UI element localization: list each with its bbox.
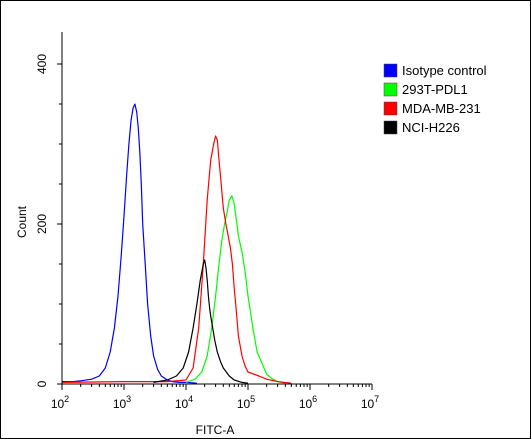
x-tick-exponent: 6 bbox=[312, 394, 317, 404]
x-tick-exponent: 7 bbox=[374, 394, 379, 404]
series-line-1 bbox=[62, 103, 197, 384]
x-tick-exponent: 5 bbox=[250, 394, 255, 404]
x-tick-exponent: 2 bbox=[64, 394, 69, 404]
x-tick-label: 105 bbox=[237, 394, 255, 411]
y-tick-label: 200 bbox=[35, 214, 49, 234]
y-tick-label: 0 bbox=[35, 380, 49, 387]
legend-label-3: MDA-MB-231 bbox=[402, 101, 481, 116]
x-tick-label: 106 bbox=[299, 394, 317, 411]
x-tick-label: 107 bbox=[361, 394, 379, 411]
x-tick-label: 104 bbox=[175, 394, 193, 411]
legend: Isotype control 293T-PDL1 MDA-MB-231 NCI-H2… bbox=[383, 63, 487, 135]
y-tick-label: 400 bbox=[35, 54, 49, 74]
series-line-2 bbox=[185, 195, 286, 384]
x-tick-exponent: 3 bbox=[126, 394, 131, 404]
series-line-4 bbox=[153, 259, 249, 384]
legend-swatch-1 bbox=[383, 63, 398, 78]
legend-swatch-4 bbox=[383, 120, 398, 135]
plot-area bbox=[61, 103, 292, 384]
x-tick-label: 102 bbox=[51, 394, 69, 411]
legend-swatch-3 bbox=[383, 101, 398, 116]
x-tick-label: 103 bbox=[113, 394, 131, 411]
series-line-3 bbox=[61, 135, 292, 384]
legend-label-4: NCI-H226 bbox=[402, 120, 460, 135]
x-tick-exponent: 4 bbox=[188, 394, 193, 404]
legend-label-2: 293T-PDL1 bbox=[402, 82, 468, 97]
x-axis-label: FITC-A bbox=[196, 423, 235, 437]
legend-label-1: Isotype control bbox=[402, 63, 487, 78]
y-axis-label: Count bbox=[15, 205, 29, 238]
legend-swatch-2 bbox=[383, 82, 398, 97]
